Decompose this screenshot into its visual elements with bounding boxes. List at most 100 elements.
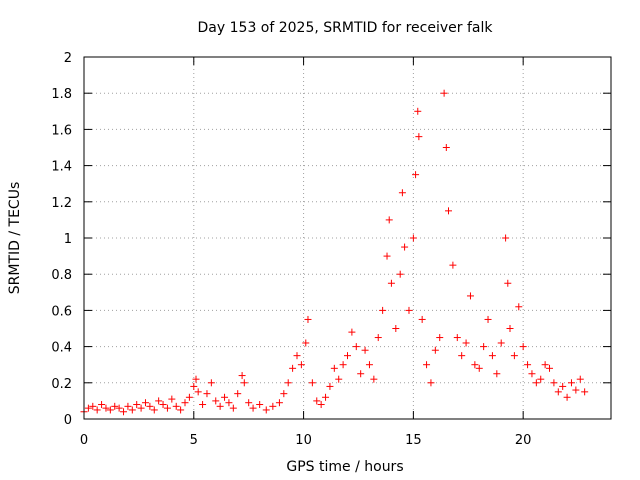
data-point [453, 334, 461, 342]
data-point [234, 390, 242, 398]
data-point [537, 375, 545, 383]
data-point [436, 334, 444, 342]
data-point [111, 402, 119, 410]
data-point [440, 89, 448, 97]
data-point [262, 406, 270, 414]
data-point [168, 395, 176, 403]
x-axis-label: GPS time / hours [286, 459, 403, 475]
data-point [249, 404, 257, 412]
axis-ticks: 00.20.40.60.811.21.41.61.820 5 10 15 20 [51, 51, 611, 448]
data-point [471, 361, 479, 369]
data-point [177, 406, 185, 414]
data-point [339, 361, 347, 369]
data-points [80, 89, 589, 416]
data-point [484, 315, 492, 323]
data-point [383, 252, 391, 260]
data-point [275, 399, 283, 407]
data-point [409, 234, 417, 242]
data-point [225, 399, 233, 407]
y-tick-label: 0.4 [51, 341, 72, 356]
data-point [322, 393, 330, 401]
data-point [155, 397, 163, 405]
data-point [414, 107, 422, 115]
data-point [497, 339, 505, 347]
data-point [304, 315, 312, 323]
data-point [240, 379, 248, 387]
data-point [280, 390, 288, 398]
data-point [431, 346, 439, 354]
chart-title: Day 153 of 2025, SRMTID for receiver fal… [198, 20, 494, 36]
data-point [385, 216, 393, 224]
data-point [524, 361, 532, 369]
data-point [221, 393, 229, 401]
data-point [133, 401, 141, 409]
data-point [541, 361, 549, 369]
data-point [344, 352, 351, 360]
data-point [559, 382, 567, 390]
data-point [427, 379, 435, 387]
y-tick-label: 1.6 [51, 123, 72, 138]
y-tick-label: 0.2 [51, 377, 72, 392]
data-point [106, 406, 114, 414]
data-point [194, 388, 202, 396]
data-point [192, 375, 200, 383]
data-point [124, 402, 132, 410]
data-point [504, 279, 512, 287]
data-point [238, 372, 246, 380]
y-tick-label: 1.2 [51, 196, 72, 211]
data-point [245, 399, 253, 407]
data-point [102, 404, 110, 412]
data-point [229, 404, 237, 412]
data-point [115, 404, 123, 412]
data-point [181, 399, 189, 407]
data-point [528, 370, 536, 378]
data-point [418, 315, 426, 323]
data-point [308, 379, 316, 387]
data-point [374, 334, 382, 342]
data-point [462, 339, 470, 347]
y-tick-label: 0 [64, 413, 72, 428]
data-point [150, 406, 158, 414]
data-point [510, 352, 518, 360]
data-point [493, 370, 501, 378]
grid-lines [84, 57, 611, 419]
data-point [212, 397, 220, 405]
data-point [576, 375, 584, 383]
data-point [203, 390, 211, 398]
data-point [207, 379, 215, 387]
data-point [330, 364, 338, 372]
data-point [532, 379, 540, 387]
data-point [289, 364, 297, 372]
data-point [98, 401, 106, 409]
data-point [128, 406, 136, 414]
data-point [392, 325, 400, 332]
x-tick-label: 10 [295, 433, 312, 448]
data-point [313, 397, 321, 405]
data-point [475, 364, 483, 372]
y-tick-label: 2 [64, 51, 72, 66]
data-point [199, 401, 207, 409]
data-point [335, 375, 343, 383]
x-tick-label: 5 [190, 433, 198, 448]
data-point [398, 189, 406, 197]
data-point [401, 243, 409, 251]
data-point [326, 382, 334, 390]
data-point [216, 402, 224, 410]
x-tick-label: 20 [515, 433, 532, 448]
data-point [185, 393, 193, 401]
x-tick-label: 15 [405, 433, 422, 448]
data-point [572, 386, 580, 394]
y-tick-label: 0.6 [51, 304, 72, 319]
data-point [84, 404, 92, 412]
data-point [442, 144, 450, 151]
y-tick-label: 1.4 [51, 160, 72, 175]
data-point [137, 404, 145, 412]
data-point [163, 404, 171, 412]
data-point [488, 352, 496, 360]
data-point [256, 401, 264, 409]
data-point [357, 370, 365, 378]
data-point [365, 361, 373, 369]
data-point [546, 364, 554, 372]
data-point [297, 361, 305, 369]
